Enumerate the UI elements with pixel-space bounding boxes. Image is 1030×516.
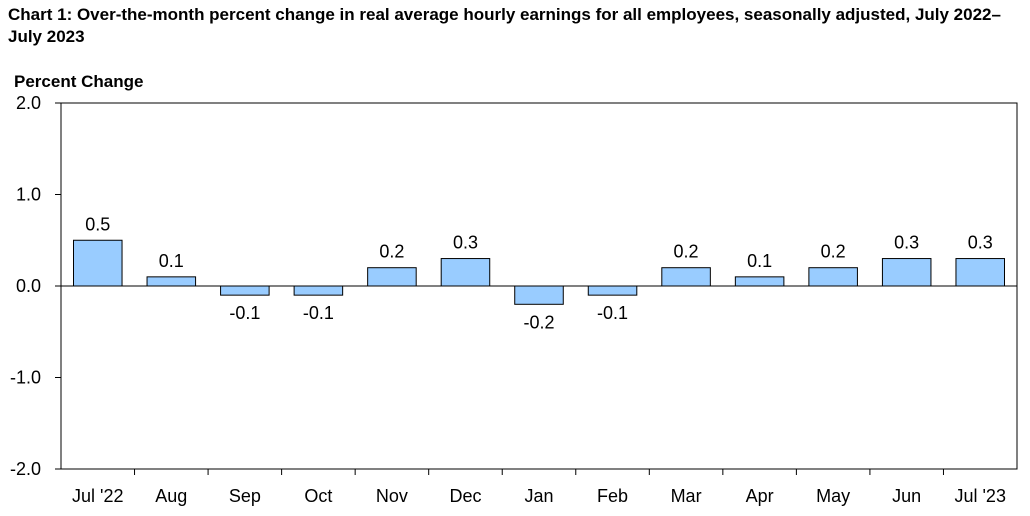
bar <box>587 285 638 296</box>
data-label: -0.1 <box>229 303 260 323</box>
x-tick-label: Sep <box>229 486 261 506</box>
x-tick-label: Nov <box>376 486 408 506</box>
x-tick-label: Jul '23 <box>954 486 1005 506</box>
y-tick-label: 1.0 <box>16 185 41 205</box>
bar <box>661 267 711 287</box>
data-label: 0.3 <box>453 233 478 253</box>
bar <box>293 285 344 296</box>
data-label: 0.1 <box>159 251 184 271</box>
bar <box>146 276 197 287</box>
data-label: 0.2 <box>674 242 699 262</box>
y-tick-label: -1.0 <box>10 368 41 388</box>
x-tick-label: Apr <box>746 486 774 506</box>
y-tick-label: -2.0 <box>10 459 41 479</box>
x-tick-label: Jan <box>524 486 553 506</box>
y-tick-label: 0.0 <box>16 276 41 296</box>
bar <box>367 267 417 287</box>
x-tick-label: Jul '22 <box>72 486 123 506</box>
x-tick-label: Feb <box>597 486 628 506</box>
bar <box>220 285 270 296</box>
data-labels: 0.5 0.1 -0.1 -0.1 0.2 0.3 -0.2 -0.1 0.2 0.1 0.2 0.3… <box>85 214 992 332</box>
bar <box>808 267 858 287</box>
data-label: 0.5 <box>85 214 110 234</box>
bar <box>440 258 491 287</box>
x-axis: Jul '22 Aug Sep Oct Nov Dec Jan Feb Mar Apr May Jun… <box>72 469 1006 506</box>
data-label: 0.3 <box>968 233 993 253</box>
y-tick-label: 2.0 <box>16 93 41 113</box>
y-axis: 2.0 1.0 0.0 -1.0 -2.0 <box>10 93 61 479</box>
bar <box>73 239 123 287</box>
x-tick-label: Aug <box>155 486 187 506</box>
data-label: 0.2 <box>379 242 404 262</box>
plot-area <box>60 102 1018 470</box>
x-tick-label: Oct <box>304 486 332 506</box>
bars <box>73 239 1005 305</box>
x-tick-label: Jun <box>892 486 921 506</box>
x-tick-label: May <box>816 486 850 506</box>
data-label: 0.1 <box>747 251 772 271</box>
x-tick-label: Mar <box>671 486 702 506</box>
bar <box>955 258 1005 287</box>
chart-title: Chart 1: Over-the-month percent change i… <box>8 5 1001 46</box>
x-tick-label: Dec <box>449 486 481 506</box>
data-label: 0.3 <box>894 233 919 253</box>
bar <box>881 258 932 287</box>
data-label: -0.1 <box>303 303 334 323</box>
data-label: -0.1 <box>597 303 628 323</box>
y-axis-label: Percent Change <box>14 72 143 91</box>
bar <box>734 276 785 287</box>
data-label: -0.2 <box>523 312 554 332</box>
data-label: 0.2 <box>821 242 846 262</box>
bar <box>514 285 564 305</box>
